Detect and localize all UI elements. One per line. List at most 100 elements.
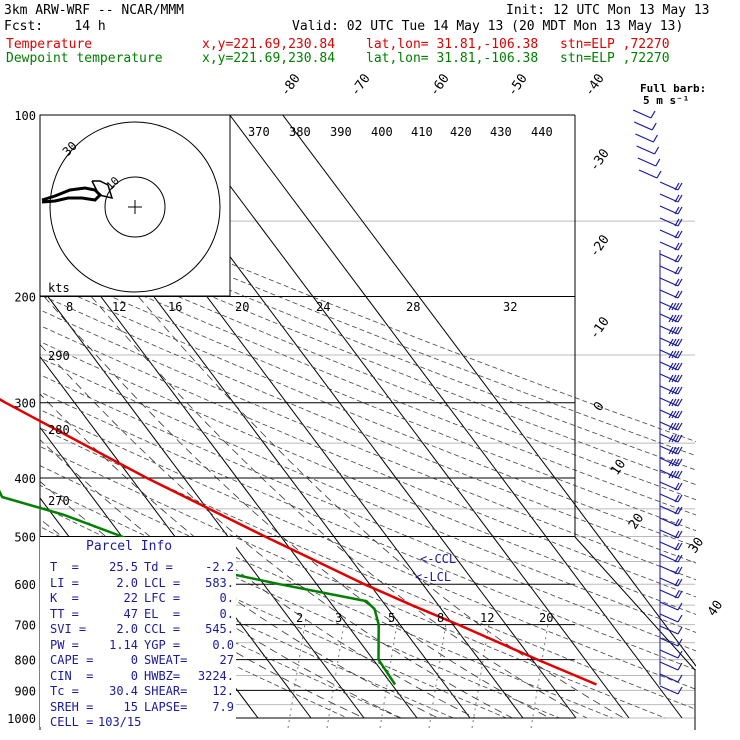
isotherm-label: 0 <box>591 399 608 414</box>
parcel-info-cell: CAPE = <box>50 653 94 667</box>
hodograph: 30 10 kts <box>39 114 231 297</box>
dry-adiabat <box>40 427 696 710</box>
dry-adiabat <box>40 325 696 598</box>
wind-barb <box>659 361 683 371</box>
parcel-info-cell: 25.5 <box>109 560 138 574</box>
mixing-ratio-line <box>471 617 491 729</box>
pressure-label-500: 500 <box>14 530 36 544</box>
wind-barb <box>659 469 683 479</box>
pressure-label-200: 200 <box>14 291 36 305</box>
parcel-info-row: TT = 47 EL = 0. <box>50 607 240 622</box>
dry-adiabat <box>40 446 666 719</box>
dry-adiabat <box>40 250 696 516</box>
wind-barb <box>659 445 683 455</box>
isotherm-label: -30 <box>587 146 613 174</box>
pressure-label-300: 300 <box>14 397 36 411</box>
parcel-info-cell: 7.9 <box>212 699 234 714</box>
lcl-marker: <-LCL <box>415 570 451 584</box>
isotherm-label: -80 <box>278 71 304 99</box>
wind-barb <box>659 337 683 347</box>
parcel-info-cell: CIN = <box>50 668 94 683</box>
theta-label: 390 <box>330 125 352 139</box>
wind-barb <box>659 241 683 251</box>
wind-barb <box>636 145 660 155</box>
theta-label: 400 <box>371 125 393 139</box>
wind-barb <box>659 253 683 263</box>
dry-adiabat <box>40 294 696 564</box>
speed-label: 28 <box>406 300 420 314</box>
dewpoint-xy: x,y=221.69,230.84 <box>202 51 336 66</box>
moist-adiabat <box>43 296 550 719</box>
wind-barb <box>632 109 656 119</box>
parcel-info-cell: 583. <box>205 575 234 590</box>
parcel-info-cell: CCL = <box>144 622 181 636</box>
wind-barb <box>659 277 683 287</box>
wind-barb <box>659 373 683 383</box>
parcel-info-cell: 3224. <box>197 668 234 683</box>
parcel-info-box: Parcel Info T = 25.5 Td = -2.2 LI = 2.0 LCL = 5… <box>40 537 236 729</box>
wind-barb <box>659 577 683 587</box>
isotherm-label: -50 <box>505 71 531 99</box>
series-temperature <box>0 398 597 686</box>
mixing-ratio-label: 8 <box>437 611 444 625</box>
wind-barb <box>633 121 657 131</box>
isotherm-label: 20 <box>626 511 647 532</box>
wind-barbs <box>632 109 683 695</box>
wind-barb <box>659 433 683 443</box>
pressure-label-100: 100 <box>14 109 36 123</box>
ccl-marker: <-CCL <box>420 552 456 566</box>
parcel-info-cell: 0. <box>219 591 234 605</box>
wind-barb <box>659 385 683 395</box>
theta-label-left: 280 <box>48 423 70 437</box>
speed-label: 32 <box>503 300 517 314</box>
sounding-series <box>0 398 597 686</box>
parcel-info-cell: EL = <box>144 606 181 621</box>
wind-barb <box>659 205 683 215</box>
wind-barb <box>659 325 683 335</box>
parcel-info-row: LI = 2.0 LCL = 583. <box>50 576 240 591</box>
dry-adiabat <box>40 341 696 615</box>
pressure-label-600: 600 <box>14 578 36 592</box>
mixing-ratio-label: 20 <box>539 611 553 625</box>
mixing-ratio-label: 12 <box>480 611 494 625</box>
wind-barb <box>659 541 683 551</box>
wind-barb <box>659 265 683 275</box>
mixing-ratio-label: 3 <box>335 611 342 625</box>
isotherm-label: -60 <box>427 71 453 99</box>
theta-label: 420 <box>450 125 472 139</box>
wind-barb <box>659 421 683 431</box>
parcel-info-cell: 0. <box>219 606 234 621</box>
wind-barb <box>659 613 683 623</box>
wind-barb <box>659 409 683 419</box>
dewpoint-stn: stn=ELP ,72270 <box>560 51 670 66</box>
mixing-ratio-line <box>326 617 346 729</box>
parcel-info-cell: 0 <box>130 668 138 683</box>
forecast-hour: Fcst: 14 h <box>4 19 106 34</box>
parcel-info-cell: SWEAT= <box>144 653 188 667</box>
parcel-info-cell: YGP = <box>144 637 181 652</box>
parcel-info-cell: LI = <box>50 575 79 590</box>
theta-label: 430 <box>490 125 512 139</box>
parcel-info-cell: CELL = <box>50 715 94 729</box>
wind-barb <box>635 133 658 143</box>
speed-label: 12 <box>112 300 126 314</box>
pressure-label-1000: 1000 <box>7 712 36 726</box>
isotherm <box>229 115 683 719</box>
wind-barb <box>659 661 683 671</box>
parcel-info-cell: Tc = <box>50 684 79 698</box>
dry-adiabat <box>40 409 696 690</box>
isotherm-label: -40 <box>582 71 608 99</box>
isotherm-label: 10 <box>608 457 629 478</box>
barb-legend-title: Full barb: <box>640 82 706 95</box>
wind-barb <box>659 505 683 515</box>
wind-barb <box>659 181 683 191</box>
wind-barb <box>659 673 683 683</box>
parcel-info-title: Parcel Info <box>86 539 173 554</box>
mixing-ratio-line <box>530 617 550 729</box>
parcel-info-cell: 12. <box>212 684 234 698</box>
theta-label: 370 <box>248 125 270 139</box>
parcel-info-cell: 27 <box>219 653 234 667</box>
hodograph-outer-ring <box>49 121 221 293</box>
speed-label: 20 <box>235 300 249 314</box>
